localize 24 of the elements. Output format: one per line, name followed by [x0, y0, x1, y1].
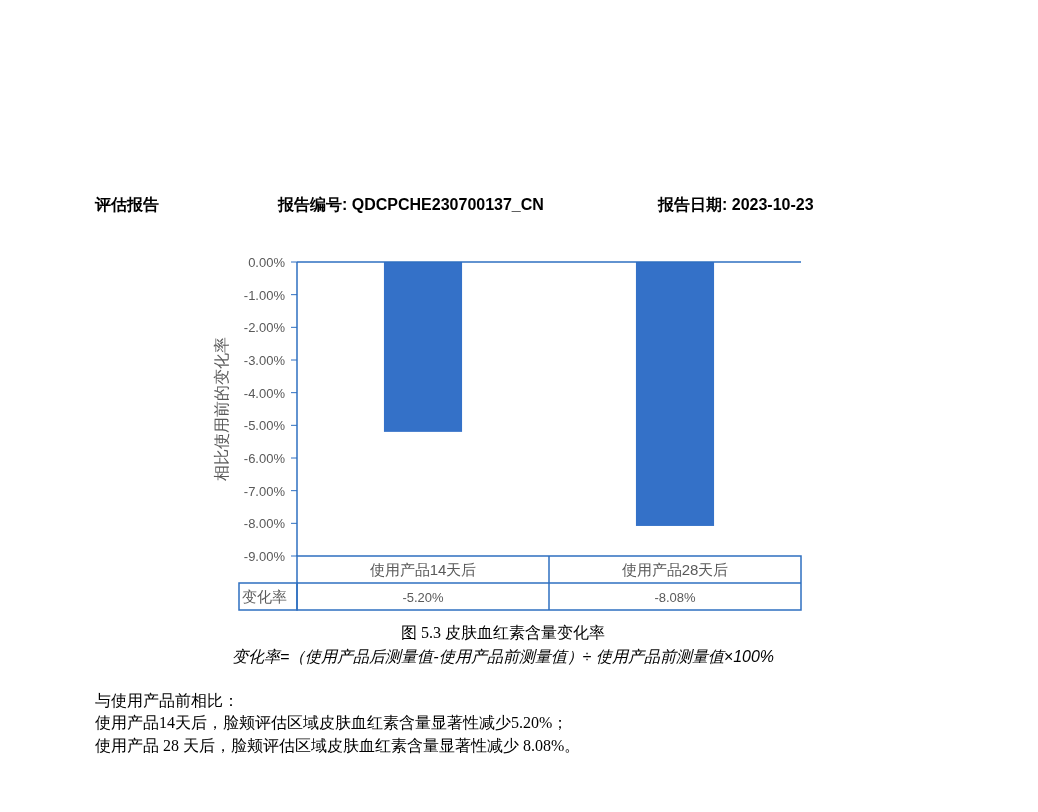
- y-tick-label: 0.00%: [248, 255, 286, 270]
- text: 报告编号: QDCPCHE230700137_CN: [277, 196, 544, 213]
- y-tick-label: -6.00%: [243, 451, 286, 466]
- y-axis-title: 相比使用前的变化率: [213, 337, 230, 481]
- y-tick-label: -9.00%: [243, 549, 286, 564]
- y-tick-label: -7.00%: [243, 483, 286, 499]
- text: 图 5.3 皮肤血红素含量变化率: [401, 624, 605, 641]
- y-tick-label: -8.00%: [243, 516, 286, 532]
- data-label: -8.08%: [654, 590, 697, 605]
- x-tick-label: 使用产品14天后: [369, 561, 477, 578]
- y-tick-label: -5.00%: [243, 418, 286, 434]
- text: 使用产品14天后，脸颊评估区域皮肤血红素含量显著性减少5.20%；: [95, 714, 569, 731]
- text: 使用产品 28 天后，脸颊评估区域皮肤血红素含量显著性减少 8.08%。: [95, 737, 581, 754]
- text: 评估报告: [94, 196, 159, 213]
- text: 变化率=（使用产品后测量值-使用产品前测量值）÷ 使用产品前测量值×100%: [231, 648, 775, 665]
- text: 与使用产品前相比：: [95, 692, 239, 709]
- text: 变化率: [242, 588, 287, 605]
- y-tick-label: -1.00%: [243, 287, 286, 303]
- y-tick-label: -2.00%: [243, 320, 286, 336]
- x-tick-label: 使用产品28天后: [621, 561, 729, 578]
- data-label: -5.20%: [402, 590, 445, 605]
- y-tick-label: -3.00%: [243, 353, 286, 368]
- y-tick-label: -4.00%: [243, 385, 286, 401]
- text: 报告日期: 2023-10-23: [657, 196, 814, 213]
